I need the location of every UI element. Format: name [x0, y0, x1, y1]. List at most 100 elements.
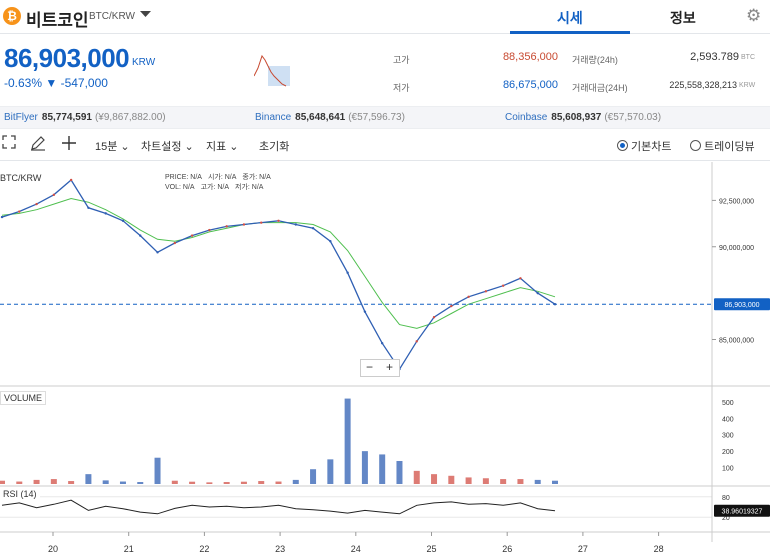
price-point: [87, 206, 90, 210]
price-point: [450, 304, 453, 308]
volume-bar: [137, 482, 144, 484]
price-point: [415, 340, 418, 343]
interval-select[interactable]: 15분 ⌄: [95, 141, 130, 153]
price-point: [380, 341, 384, 345]
volume-bar: [258, 481, 265, 484]
low-label: 저가: [393, 83, 410, 93]
price-tick-label: 90,000,000: [719, 245, 754, 252]
moving-average-line: [1, 197, 556, 329]
price-point: [0, 215, 4, 219]
zoom-out-button[interactable]: −: [366, 360, 374, 374]
volume-bar: [171, 480, 178, 484]
chart-pair-label: BTC/KRW: [0, 173, 42, 183]
time-tick-label: 28: [654, 544, 664, 554]
zoom-control: − +: [360, 359, 400, 377]
coin-name: 비트코인: [26, 11, 89, 30]
coin-pair: BTC/KRW: [89, 11, 135, 22]
volume-tick-label: 200: [722, 449, 734, 456]
rsi-tag: 38.96019327: [722, 509, 763, 516]
rsi-tick-label: 80: [722, 495, 730, 502]
price-point: [519, 277, 522, 280]
volume-tick-label: 500: [722, 400, 734, 407]
price-point: [208, 228, 211, 232]
price-point: [18, 210, 21, 213]
pencil-icon[interactable]: [30, 135, 46, 155]
radio-on-icon: [617, 140, 628, 151]
fullscreen-icon[interactable]: [2, 135, 16, 153]
volume-bar: [68, 481, 75, 484]
volume-bar: [119, 481, 126, 484]
price-point: [311, 227, 315, 230]
volume-bar: [50, 479, 57, 484]
volume-bar: [16, 481, 23, 484]
time-tick-label: 27: [578, 544, 588, 554]
gear-icon[interactable]: ⚙: [746, 6, 762, 25]
high-value: 88,356,000: [502, 51, 558, 63]
tab-quote[interactable]: 시세: [557, 10, 583, 26]
basic-chart-radio[interactable]: 기본차트: [617, 138, 671, 154]
volume-bar: [327, 459, 334, 484]
price-point: [260, 221, 263, 224]
zoom-in-button[interactable]: +: [386, 360, 394, 374]
rsi-pane-label: RSI (14): [0, 488, 40, 500]
indicators-menu[interactable]: 지표 ⌄: [206, 141, 239, 153]
price-tag: 86,903,000: [724, 302, 759, 309]
current-price: 86,903,000: [4, 43, 130, 73]
exchange-price-bar: BitFlyer 85,774,591 (¥9,867,882.00) Binanc…: [0, 106, 770, 129]
price-change: -0.63% ▼ -547,000: [4, 76, 108, 90]
volume-bar: [431, 474, 438, 484]
price-line: [1, 179, 556, 371]
time-tick-label: 21: [124, 544, 134, 554]
volume-bar: [517, 479, 524, 484]
tradingview-radio[interactable]: 트레이딩뷰: [690, 138, 755, 154]
price-point: [467, 295, 470, 299]
tab-info[interactable]: 정보: [670, 10, 696, 26]
caret-down-icon[interactable]: [140, 9, 151, 21]
radio-off-icon: [690, 140, 701, 151]
price-chart-svg[interactable]: 92,500,000 90,000,000 85,000,000 500 400 300 2…: [0, 162, 770, 558]
chart-area[interactable]: 92,500,000 90,000,000 85,000,000 500 400 300 2…: [0, 162, 770, 558]
reset-button[interactable]: 초기화: [259, 141, 290, 153]
price-point: [190, 234, 194, 237]
volume-bar: [275, 481, 282, 484]
rsi-tag-bg: [714, 504, 770, 517]
volume-bar: [154, 457, 161, 484]
price-unit: KRW: [132, 57, 156, 68]
price-point: [536, 291, 539, 295]
price-point: [104, 212, 107, 215]
volume-pane-label: VOLUME: [0, 391, 47, 405]
price-point: [121, 219, 125, 222]
price-point: [346, 271, 349, 274]
volume-bar: [206, 482, 213, 484]
price-tick-label: 85,000,000: [719, 337, 754, 344]
crosshair-icon[interactable]: [61, 135, 77, 155]
price-point: [173, 241, 177, 245]
volume-bar: [413, 470, 420, 484]
time-tick-label: 24: [351, 544, 361, 554]
time-tick-label: 23: [275, 544, 285, 554]
volume-24h-label: 거래량(24h): [572, 55, 618, 65]
active-tab-indicator: [510, 31, 630, 34]
time-tick-label: 20: [48, 544, 58, 554]
volume-bar: [33, 479, 40, 484]
volume-bar: [85, 474, 92, 484]
chart-settings-menu[interactable]: 차트설정 ⌄: [141, 141, 194, 153]
volume-bar: [448, 475, 455, 484]
ohlc-legend: PRICE: N/A 시가: N/A 종가: N/A VOL: N/A 고가: N/A…: [165, 174, 271, 191]
volume-bar: [223, 482, 230, 484]
price-point: [225, 225, 228, 228]
volume-tick-label: 400: [722, 416, 734, 423]
exchange-binance[interactable]: Binance 85,648,641 (€57,596.73): [255, 112, 405, 123]
mini-price-chart: [254, 54, 290, 87]
volume-unit: BTC: [741, 54, 755, 61]
exchange-coinbase[interactable]: Coinbase 85,608,937 (€57,570.03): [505, 112, 662, 123]
top-header: ₿ 비트코인 BTC/KRW 시세 정보 ⚙: [0, 0, 770, 34]
exchange-bitflyer[interactable]: BitFlyer 85,774,591 (¥9,867,882.00): [4, 112, 166, 123]
price-point: [484, 290, 488, 293]
price-point: [432, 316, 436, 319]
price-point: [329, 239, 332, 243]
volume-bar: [344, 398, 351, 484]
volume-bar: [500, 479, 507, 484]
price-point: [139, 234, 142, 237]
volume-bar: [465, 477, 472, 484]
